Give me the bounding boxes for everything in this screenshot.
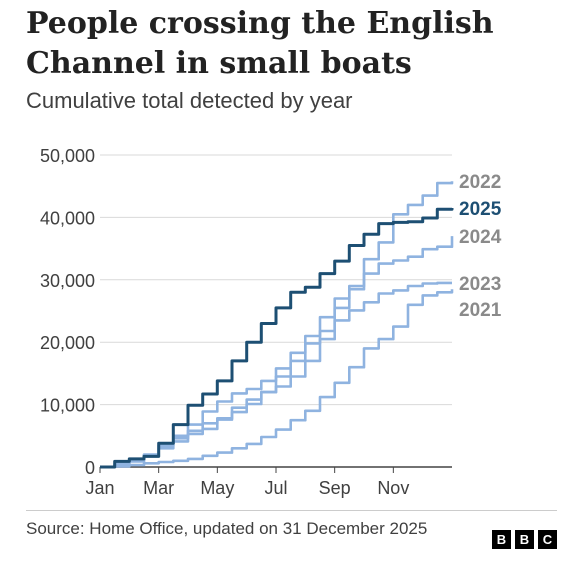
y-tick-label: 0 xyxy=(85,458,95,478)
series-line-2025 xyxy=(100,207,454,469)
x-tick-label: Jul xyxy=(264,478,287,498)
series-lines xyxy=(100,181,454,469)
line-chart: 0 10,000 20,000 30,000 40,000 50,000 Jan Mar Ma… xyxy=(40,146,502,498)
y-tick-label: 10,000 xyxy=(40,396,95,416)
series-label-2021: 2021 xyxy=(459,300,502,321)
x-tick-label: May xyxy=(200,478,234,498)
footer-divider xyxy=(26,510,557,511)
x-tick-label: Sep xyxy=(319,478,351,498)
chart-title: People crossing the English Channel in s… xyxy=(26,6,494,81)
logo-letter: B xyxy=(492,530,511,549)
y-tick-label: 30,000 xyxy=(40,271,95,291)
bbc-logo: B B C xyxy=(492,530,557,549)
x-tick-label: Jan xyxy=(85,478,114,498)
y-tick-label: 20,000 xyxy=(40,333,95,353)
y-tick-label: 40,000 xyxy=(40,208,95,228)
series-labels: 2022 2025 2024 2023 2021 xyxy=(459,172,502,321)
logo-letter: B xyxy=(515,530,534,549)
series-label-2023: 2023 xyxy=(459,274,501,295)
series-label-2022: 2022 xyxy=(459,172,501,193)
source-note: Source: Home Office, updated on 31 Decem… xyxy=(26,519,428,538)
x-tick-label: Mar xyxy=(143,478,174,498)
x-tick-label: Nov xyxy=(377,478,409,498)
series-label-2024: 2024 xyxy=(459,227,502,248)
series-label-2025: 2025 xyxy=(459,199,502,220)
series-line-2021 xyxy=(100,289,454,469)
y-tick-label: 50,000 xyxy=(40,146,95,166)
logo-letter: C xyxy=(538,530,557,549)
chart-subtitle: Cumulative total detected by year xyxy=(26,88,353,113)
y-axis-ticks: 0 10,000 20,000 30,000 40,000 50,000 xyxy=(40,146,95,478)
x-axis-ticks: Jan Mar May Jul Sep Nov xyxy=(85,466,452,498)
